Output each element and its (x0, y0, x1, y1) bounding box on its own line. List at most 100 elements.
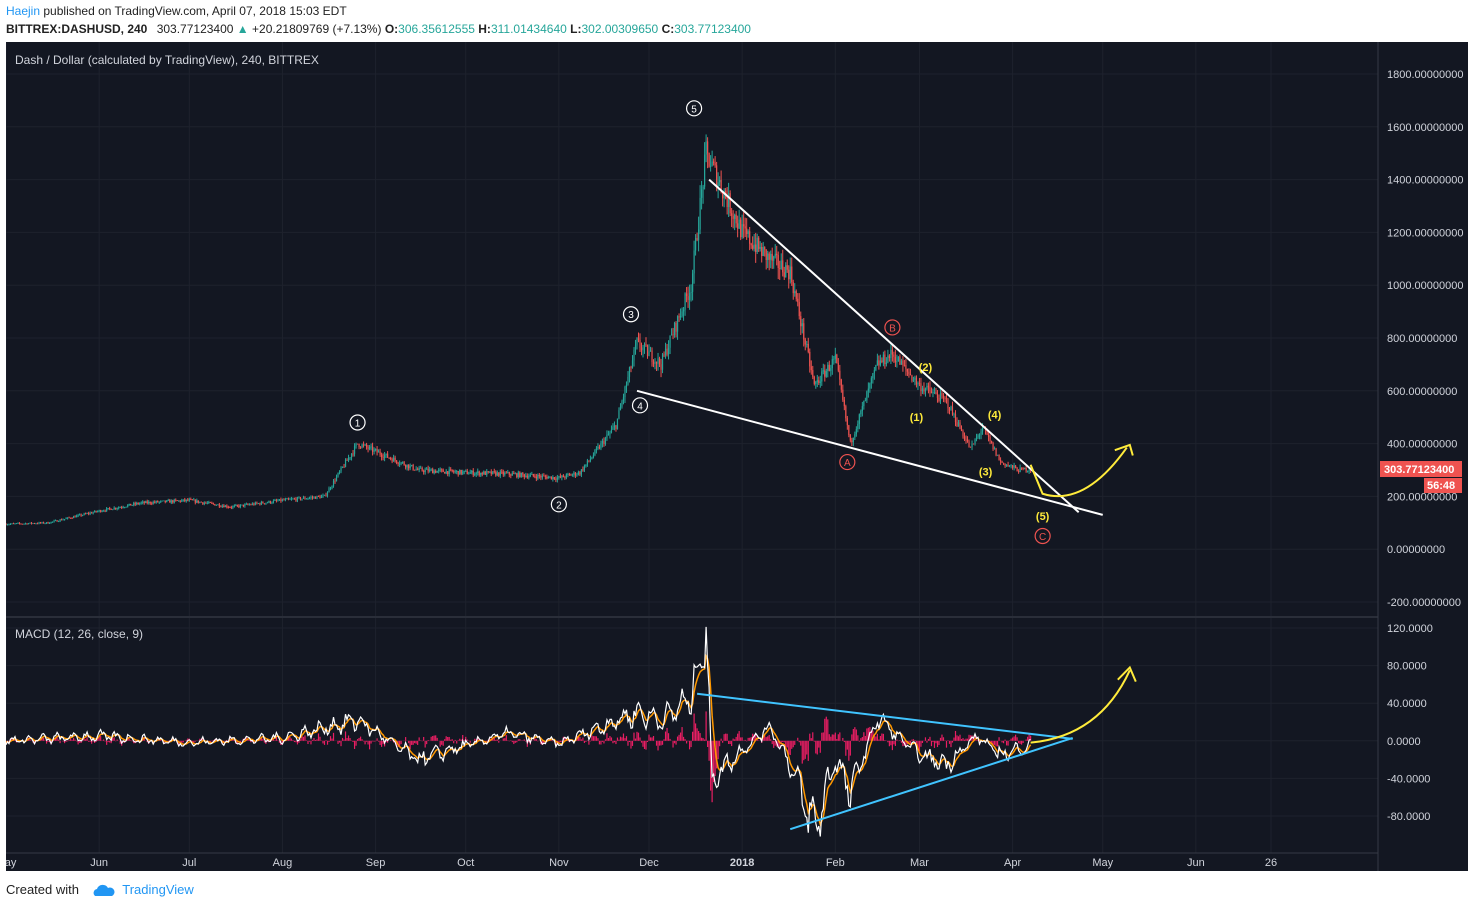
candle-body (945, 397, 948, 400)
time-tick-label: Jun (1187, 857, 1205, 869)
candle-body (613, 425, 616, 428)
candle-body (562, 475, 564, 478)
candle-body (284, 499, 287, 501)
candle-body (399, 463, 401, 465)
candle-body (45, 522, 48, 524)
candle-body (60, 519, 63, 521)
candle-body (76, 515, 78, 518)
candle-body (702, 186, 704, 190)
candle-body (305, 498, 308, 500)
candle-body (74, 516, 76, 518)
candle-body (42, 522, 45, 524)
candle-body (498, 472, 500, 476)
candle-body (738, 219, 740, 229)
chart-svg[interactable]: Dash / Dollar (calculated by TradingView… (0, 42, 1468, 871)
candle-body (873, 370, 875, 374)
candle-body (323, 494, 326, 496)
candle-body (963, 436, 966, 440)
candle-body (529, 474, 531, 477)
candle-body (1010, 465, 1012, 467)
candle-body (798, 302, 800, 317)
candle-body (734, 214, 736, 219)
candle-body (821, 371, 823, 382)
candle-body (248, 504, 250, 506)
candle-body (331, 486, 333, 489)
candle-body (819, 381, 821, 383)
candle-body (531, 473, 533, 475)
macd-axis[interactable]: 120.0000 80.0000 40.0000 0.0000 -40.0000 -80.… (1387, 623, 1433, 823)
candle-body (959, 422, 961, 429)
candle-body (912, 379, 915, 381)
candle-body (33, 523, 36, 525)
candle-body (992, 442, 994, 450)
candle-body (582, 469, 584, 471)
candle-body (866, 391, 868, 401)
candle-body (190, 499, 192, 501)
candle-body (977, 435, 979, 438)
candle-body (834, 354, 836, 359)
author-link[interactable]: Haejin (6, 4, 41, 18)
candle-body (29, 522, 31, 524)
candle-body (876, 360, 878, 366)
candle-body (891, 349, 894, 355)
price-axis[interactable]: 1800.00000000 1600.00000000 1400.00000000 1… (1387, 69, 1463, 609)
candle-body (466, 470, 468, 475)
candle-body (526, 475, 528, 478)
candle-body (95, 510, 97, 512)
wave-label-3: 3 (628, 310, 634, 321)
candle-body (764, 247, 766, 250)
candle-body (666, 348, 668, 355)
candle-body (176, 500, 178, 502)
candle-body (415, 469, 417, 471)
candle-body (478, 471, 480, 476)
candle-body (827, 364, 829, 372)
candle-body (447, 471, 449, 475)
candle-body (196, 500, 198, 503)
candle-body (869, 383, 871, 389)
candle-body (236, 505, 238, 506)
time-axis[interactable]: May Jun Jul Aug Sep Oct Nov Dec 2018 Feb Mar Apr May… (0, 857, 1277, 869)
candle-body (91, 512, 93, 514)
candle-body (472, 470, 474, 476)
candle-body (538, 475, 540, 477)
candle-body (857, 423, 859, 430)
price-tick-label: 1000.00000000 (1387, 280, 1463, 292)
candle-body (980, 431, 982, 435)
candle-body (1028, 470, 1030, 472)
macd-arrow-head (1117, 665, 1137, 682)
candle-body (286, 498, 288, 500)
candle-body (107, 508, 109, 509)
candle-body (747, 231, 749, 234)
candle-body (920, 383, 922, 392)
candle-body (445, 471, 447, 474)
last-price-tag: 303.77123400 56:48 (1380, 461, 1462, 494)
candle-body (66, 517, 69, 519)
tradingview-link[interactable]: TradingView (122, 882, 194, 897)
candle-body (229, 507, 231, 508)
macd-tick-label: 0.0000 (1387, 736, 1421, 748)
chart-area[interactable]: Dash / Dollar (calculated by TradingView… (0, 42, 1468, 871)
candle-body (851, 440, 853, 443)
candle-body (441, 469, 443, 471)
candle-body (380, 454, 383, 457)
candle-body (178, 500, 180, 502)
candle-body (181, 500, 183, 502)
candle-body (782, 260, 784, 273)
candle-body (88, 513, 90, 515)
candle-body (50, 521, 52, 524)
candle-body (699, 197, 701, 230)
candle-body (528, 476, 530, 478)
candle-body (454, 471, 456, 473)
candle-body (134, 503, 136, 505)
macd-title: MACD (12, 26, close, 9) (15, 627, 143, 641)
candle-body (911, 375, 913, 381)
candle-body (349, 457, 351, 459)
candle-body (502, 471, 504, 475)
candle-body (374, 449, 377, 450)
macd-tick-label: -80.0000 (1387, 811, 1430, 823)
candle-body (97, 511, 99, 513)
candle-body (658, 358, 661, 365)
candle-body (705, 141, 707, 155)
candle-body (586, 460, 589, 465)
wave-label-3-circle (622, 306, 640, 323)
